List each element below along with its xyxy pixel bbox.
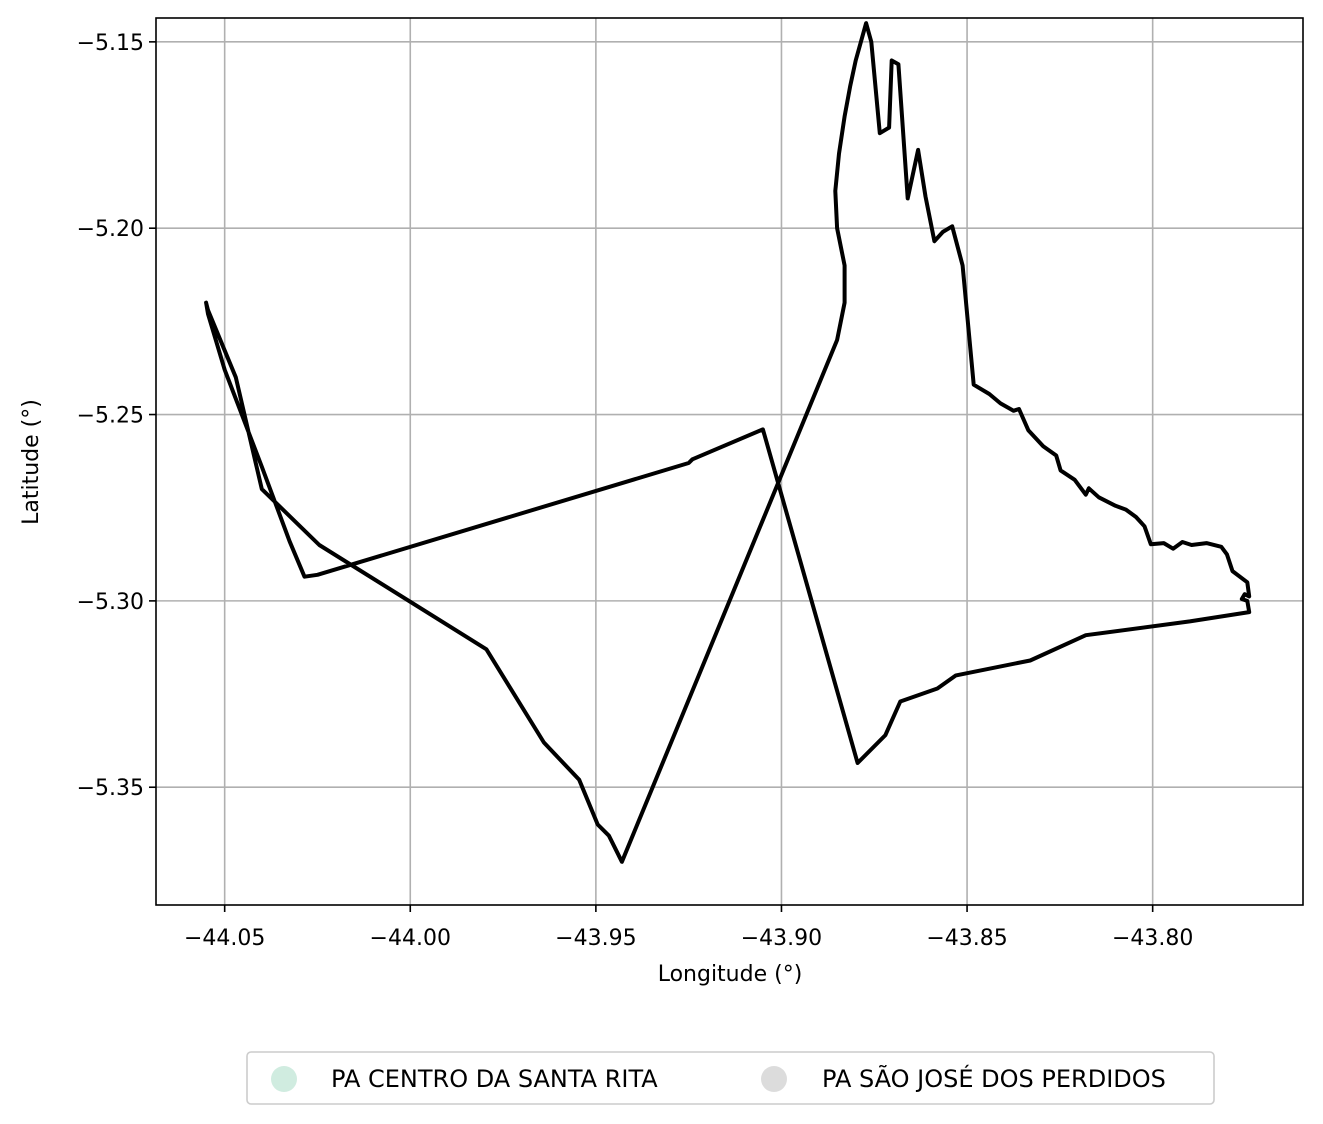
x-tick-label: −43.85 xyxy=(926,926,1007,951)
boundary-outline-0 xyxy=(204,21,1252,864)
x-tick-label: −44.05 xyxy=(184,926,265,951)
y-tick-label: −5.30 xyxy=(77,590,144,615)
y-tick-label: −5.15 xyxy=(77,31,144,56)
x-axis-ticks: −44.05 −44.00 −43.95 −43.90 −43.85 −43.80 xyxy=(184,905,1193,951)
x-tick-label: −43.95 xyxy=(555,926,636,951)
x-tick-label: −43.80 xyxy=(1112,926,1193,951)
y-tick-label: −5.20 xyxy=(77,217,144,242)
axes-frame xyxy=(155,17,1304,906)
legend-label-sao-jose-dos-perdidos: PA SÃO JOSÉ DOS PERDIDOS xyxy=(822,1063,1166,1093)
legend-frame xyxy=(246,1051,1215,1105)
legend-marker-centro-da-santa-rita xyxy=(271,1066,297,1092)
legend: PA CENTRO DA SANTA RITA PA SÃO JOSÉ DOS … xyxy=(246,1051,1215,1105)
y-axis-label: Latitude (°) xyxy=(19,399,44,525)
y-tick-label: −5.25 xyxy=(77,404,144,429)
x-tick-label: −43.90 xyxy=(741,926,822,951)
legend-label-centro-da-santa-rita: PA CENTRO DA SANTA RITA xyxy=(331,1065,658,1093)
gridlines xyxy=(156,18,1303,905)
x-axis-label: Longitude (°) xyxy=(658,962,803,987)
y-axis-ticks: −5.15 −5.20 −5.25 −5.30 −5.35 xyxy=(77,31,156,801)
y-tick-label: −5.35 xyxy=(77,776,144,801)
x-tick-label: −44.00 xyxy=(370,926,451,951)
legend-marker-sao-jose-dos-perdidos xyxy=(761,1066,787,1092)
plot-area xyxy=(204,21,1252,864)
